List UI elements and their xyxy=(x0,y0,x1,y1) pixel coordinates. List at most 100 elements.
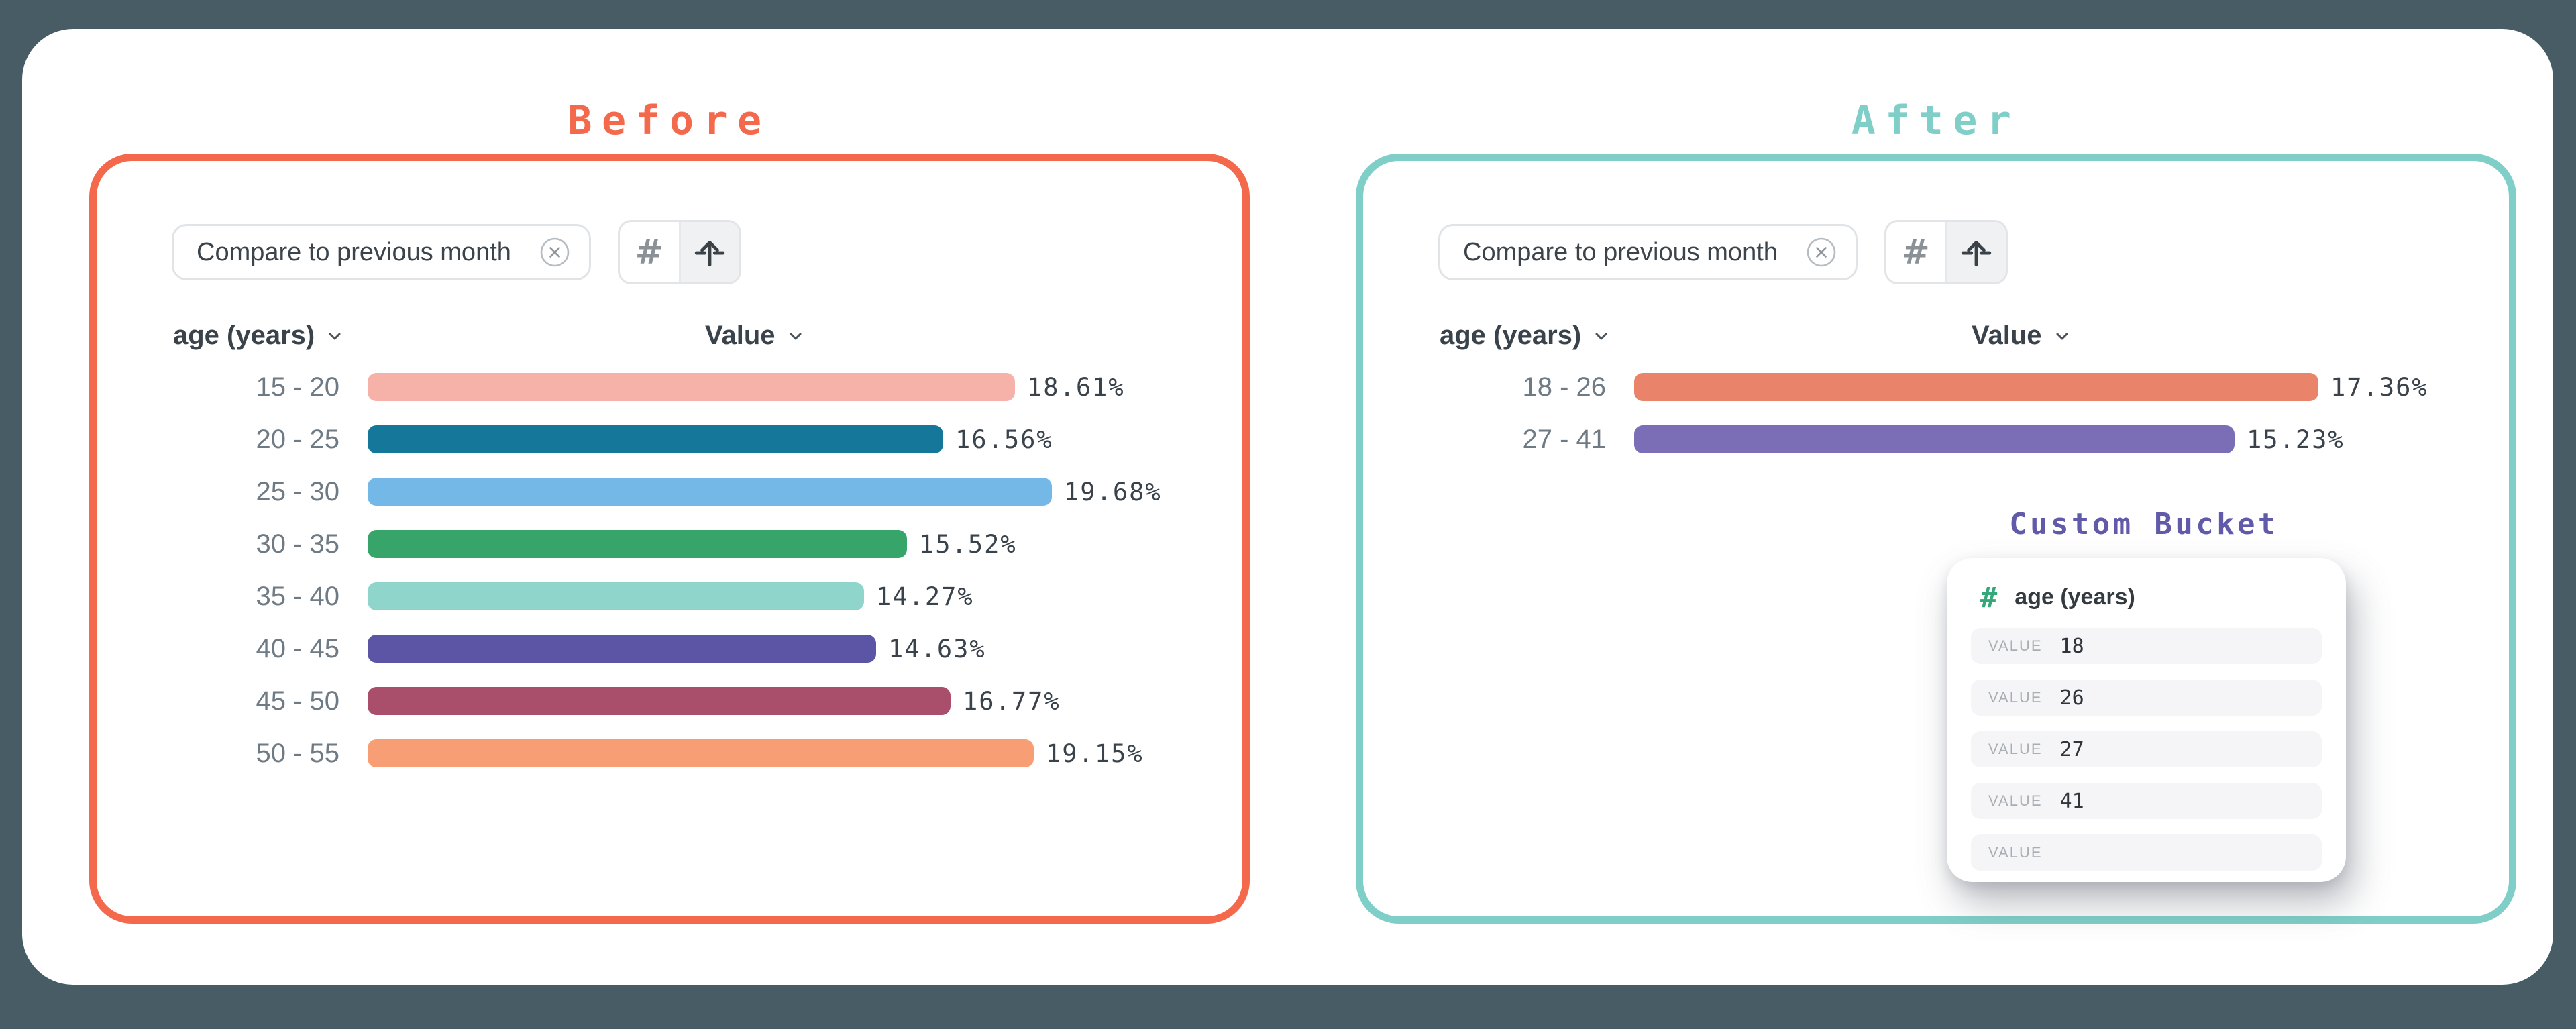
table-header: age (years) Value xyxy=(1438,321,2442,353)
value-label: 19.68% xyxy=(1064,477,1162,506)
bucket-field-header: # age (years) xyxy=(1980,580,2322,614)
value-label: 14.27% xyxy=(876,582,974,611)
value-label: 16.77% xyxy=(963,686,1061,716)
filter-chip[interactable]: Compare to previous month xyxy=(172,224,591,280)
measure-header-label: Value xyxy=(1972,321,2042,350)
measure-header-dropdown[interactable]: Value xyxy=(705,321,805,351)
dimension-header-label: age (years) xyxy=(173,321,315,350)
main-card: Before Compare to previous month xyxy=(22,29,2553,985)
bucket-value-input[interactable]: VALUE 27 xyxy=(1971,731,2322,767)
category-label: 18 - 26 xyxy=(1522,372,1606,402)
measure-header-dropdown[interactable]: Value xyxy=(1972,321,2072,351)
bar-chart: 15 - 20 18.61% 20 - 25 16.56% 25 - 30 19… xyxy=(172,372,1175,768)
table-row: 40 - 45 14.63% xyxy=(172,633,1175,663)
chevron-down-icon xyxy=(786,327,805,345)
after-section: After Compare to previous month xyxy=(1356,88,2516,924)
table-row: 27 - 41 15.23% xyxy=(1438,424,2442,454)
bucket-value-input[interactable]: VALUE 26 xyxy=(1971,680,2322,716)
category-label: 25 - 30 xyxy=(256,476,339,506)
bar xyxy=(368,373,1015,401)
remove-filter-icon[interactable] xyxy=(1806,237,1837,268)
table-row: 50 - 55 19.15% xyxy=(172,738,1175,768)
category-label: 35 - 40 xyxy=(256,581,339,611)
value-label: 16.56% xyxy=(955,425,1053,454)
after-panel: Compare to previous month # xyxy=(1356,154,2516,924)
category-label: 40 - 45 xyxy=(256,633,339,663)
before-panel: Compare to previous month # xyxy=(89,154,1250,924)
measure-header-label: Value xyxy=(705,321,775,350)
value-key-label: VALUE xyxy=(1988,689,2043,706)
dimension-header-label: age (years) xyxy=(1440,321,1582,350)
bar xyxy=(368,478,1052,506)
table-row: 15 - 20 18.61% xyxy=(172,372,1175,402)
category-label: 27 - 41 xyxy=(1522,424,1606,454)
value-key-label: VALUE xyxy=(1988,792,2043,809)
bucket-value-input[interactable]: VALUE 18 xyxy=(1971,628,2322,664)
bar xyxy=(1634,373,2318,401)
display-mode-toggle: # xyxy=(1884,220,2008,284)
hash-toggle-button[interactable]: # xyxy=(1886,222,1947,282)
value-label: 15.23% xyxy=(2247,425,2345,454)
toolbar: Compare to previous month # xyxy=(1438,220,2442,284)
arrow-up-toggle-button[interactable] xyxy=(680,222,739,282)
table-row: 25 - 30 19.68% xyxy=(172,476,1175,506)
arrow-up-icon xyxy=(1960,235,1993,269)
value-label: 19.15% xyxy=(1046,739,1144,768)
table-row: 30 - 35 15.52% xyxy=(172,529,1175,559)
remove-filter-icon[interactable] xyxy=(539,237,570,268)
value-key-label: VALUE xyxy=(1988,637,2043,654)
before-section: Before Compare to previous month xyxy=(89,88,1250,924)
bar xyxy=(368,687,951,715)
hash-icon: # xyxy=(635,233,663,272)
value-input-text: 27 xyxy=(2059,737,2084,761)
before-title: Before xyxy=(568,97,771,144)
dimension-header-dropdown[interactable]: age (years) xyxy=(173,321,344,351)
custom-bucket-title: Custom Bucket xyxy=(2009,507,2279,541)
table-row: 35 - 40 14.27% xyxy=(172,581,1175,611)
bar xyxy=(368,582,864,610)
table-header: age (years) Value xyxy=(172,321,1175,353)
chevron-down-icon xyxy=(2053,327,2072,345)
after-title: After xyxy=(1851,97,2021,144)
category-label: 50 - 55 xyxy=(256,738,339,768)
table-row: 18 - 26 17.36% xyxy=(1438,372,2442,402)
value-label: 15.52% xyxy=(919,529,1017,559)
category-label: 20 - 25 xyxy=(256,424,339,454)
bar xyxy=(1634,425,2235,453)
bar xyxy=(368,530,907,558)
bucket-value-input[interactable]: VALUE 41 xyxy=(1971,783,2322,819)
value-key-label: VALUE xyxy=(1988,741,2043,757)
value-label: 17.36% xyxy=(2330,372,2428,402)
value-label: 18.61% xyxy=(1027,372,1125,402)
hash-icon: # xyxy=(1901,233,1930,272)
table-row: 45 - 50 16.77% xyxy=(172,686,1175,716)
chevron-down-icon xyxy=(325,327,344,345)
bucket-value-input[interactable]: VALUE xyxy=(1971,834,2322,871)
hash-toggle-button[interactable]: # xyxy=(620,222,681,282)
dimension-header-dropdown[interactable]: age (years) xyxy=(1440,321,1611,351)
numeric-attribute-icon: # xyxy=(1980,580,1998,614)
bucket-value-list: VALUE 18 VALUE 26 VALUE 27 VALUE 41 VALU… xyxy=(1971,628,2322,871)
toolbar: Compare to previous month # xyxy=(172,220,1175,284)
bar xyxy=(368,425,943,453)
bar-chart: 18 - 26 17.36% 27 - 41 15.23% xyxy=(1438,372,2442,454)
filter-chip-label: Compare to previous month xyxy=(1463,237,1778,266)
filter-chip[interactable]: Compare to previous month xyxy=(1438,224,1858,280)
category-label: 15 - 20 xyxy=(256,372,339,402)
value-input-text: 18 xyxy=(2059,634,2084,658)
category-label: 30 - 35 xyxy=(256,529,339,559)
bar xyxy=(368,739,1034,767)
table-row: 20 - 25 16.56% xyxy=(172,424,1175,454)
value-key-label: VALUE xyxy=(1988,844,2043,861)
category-label: 45 - 50 xyxy=(256,686,339,716)
value-label: 14.63% xyxy=(888,634,986,663)
custom-bucket-popup: # age (years) VALUE 18 VALUE 26 VALUE 27… xyxy=(1947,558,2346,882)
filter-chip-label: Compare to previous month xyxy=(197,237,511,266)
display-mode-toggle: # xyxy=(618,220,741,284)
bucket-field-name: age (years) xyxy=(2015,584,2135,610)
value-input-text: 41 xyxy=(2059,789,2084,813)
chevron-down-icon xyxy=(1592,327,1611,345)
arrow-up-icon xyxy=(693,235,727,269)
arrow-up-toggle-button[interactable] xyxy=(1947,222,2006,282)
value-input-text: 26 xyxy=(2059,686,2084,710)
